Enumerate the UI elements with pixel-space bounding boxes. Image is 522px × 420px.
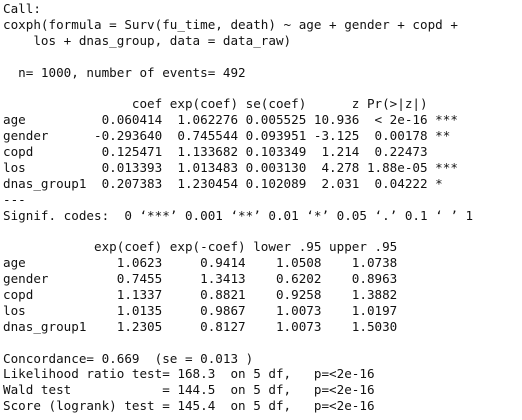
output-line: coxph(formula = Surv(fu_time, death) ~ a… [3,16,466,32]
output-line: n= 1000, number of events= 492 [3,64,254,80]
output-line: copd 1.1337 0.8821 0.9258 1.3882 [3,287,398,303]
output-line: gender 0.7455 1.3413 0.6202 0.8963 [3,271,398,287]
output-line: copd 0.125471 1.133682 0.103349 1.214 0.… [3,144,458,160]
output-line: dnas_group1 0.207383 1.230454 0.102089 2… [3,175,458,191]
output-block: coef exp(coef) se(coef) z Pr(>|z|) age 0… [3,96,522,223]
output-line: los 1.0135 0.9867 1.0073 1.0197 [3,302,398,318]
output-line: Likelihood ratio test= 168.3 on 5 df, p=… [3,366,375,382]
output-block: Call: coxph(formula = Surv(fu_time, death… [3,1,522,49]
output-line: Call: [3,1,41,16]
output-line: Signif. codes: 0 ‘***’ 0.001 ‘**’ 0.01 ‘… [3,207,474,223]
output-line: los + dnas_group, data = data_raw) [3,32,292,48]
output-line: Concordance= 0.669 (se = 0.013 ) [3,350,254,366]
output-block: n= 1000, number of events= 492 [3,65,522,81]
output-block: exp(coef) exp(-coef) lower .95 upper .95… [3,239,522,334]
output-line: coef exp(coef) se(coef) z Pr(>|z|) [3,96,458,112]
output-line: dnas_group1 1.2305 0.8127 1.0073 1.5030 [3,318,398,334]
output-line: exp(coef) exp(-coef) lower .95 upper .95 [3,239,398,255]
output-line: gender -0.293640 0.745544 0.093951 -3.12… [3,128,458,144]
output-line: Wald test = 144.5 on 5 df, p=<2e-16 [3,382,375,398]
output-line: age 1.0623 0.9414 1.0508 1.0738 [3,255,398,271]
output-line: --- [3,191,26,207]
output-line: age 0.060414 1.062276 0.005525 10.936 < … [3,112,458,128]
output-line: Score (logrank) test = 145.4 on 5 df, p=… [3,398,375,414]
output-line: los 0.013393 1.013483 0.003130 4.278 1.8… [3,159,458,175]
output-block: Concordance= 0.669 (se = 0.013 ) Likeliho… [3,351,522,415]
